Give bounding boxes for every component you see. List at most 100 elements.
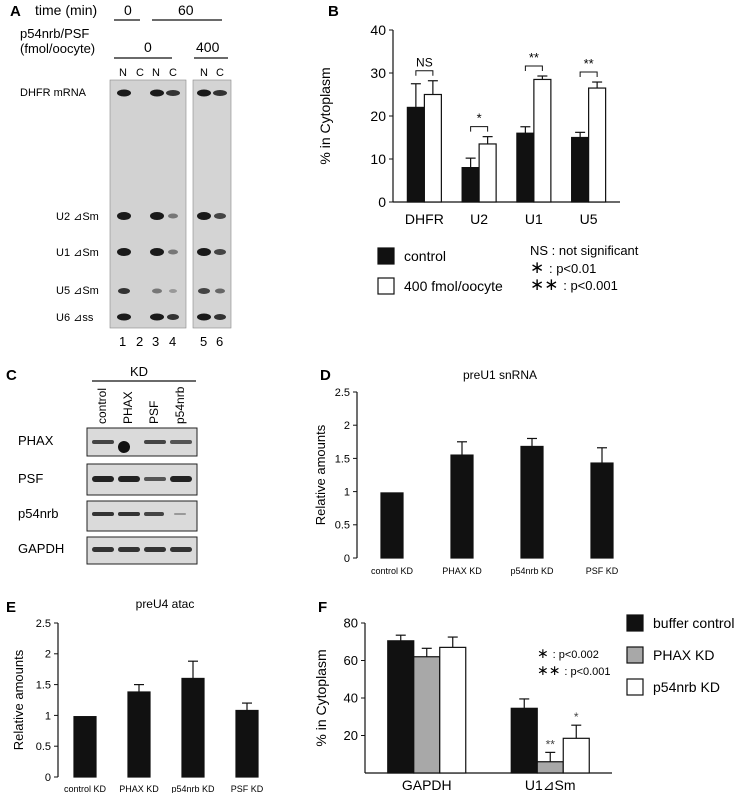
significance-bracket <box>579 71 598 78</box>
bar <box>571 136 590 203</box>
significance-mark: ** <box>546 737 556 751</box>
legend-label: buffer control <box>653 615 734 631</box>
band-u6-lane1 <box>117 313 131 321</box>
band-u1-lane1 <box>117 248 131 256</box>
bar <box>590 462 614 559</box>
x-tick-label: p54nrb KD <box>171 784 215 793</box>
band-phax-control <box>92 440 114 444</box>
band-u2-lane3 <box>150 212 164 220</box>
band-dhfr-lane6 <box>213 90 227 96</box>
y-tick-label: 20 <box>344 728 358 743</box>
band-gapdh-p54nrb <box>170 547 192 552</box>
note-text: ∗∗ : p<0.001 <box>530 275 618 294</box>
band-u5-lane3 <box>152 288 162 294</box>
chart-title: preU1 snRNA <box>463 368 537 382</box>
band-dhfr-lane1 <box>117 89 131 97</box>
legend-swatch <box>626 678 644 696</box>
bar <box>533 78 552 203</box>
band-u5-lane1 <box>118 288 130 294</box>
bar <box>478 143 497 203</box>
band-p54nrb-control <box>92 512 114 516</box>
y-tick-label: 1 <box>344 486 350 498</box>
x-tick-label: control KD <box>64 784 107 793</box>
bar <box>510 707 538 774</box>
band-u1-lane4 <box>168 249 178 255</box>
band-gapdh-psf <box>144 547 166 552</box>
panel-a: A time (min) 0 60 p54nrb/PSF (fmol/oocyt… <box>10 2 232 349</box>
significance-mark: NS <box>416 56 433 70</box>
band-phax-smudge <box>118 441 130 453</box>
lane-label-p54nrb: p54nrb <box>173 386 187 424</box>
panel-c: C KD control PHAX PSF p54nrb PHAX PSF p5… <box>6 364 198 565</box>
band-phax-psf <box>144 440 166 444</box>
y-axis-label: % in Cytoplasm <box>317 67 333 164</box>
band-u1-lane6 <box>214 249 226 255</box>
panel-b-letter: B <box>328 3 339 20</box>
blot-bands <box>92 440 192 552</box>
band-u2-lane6 <box>214 213 226 219</box>
y-axis-label: Relative amounts <box>313 424 328 525</box>
bar <box>127 691 151 778</box>
bar <box>516 132 535 203</box>
y-tick-label: 80 <box>344 616 358 631</box>
band-label-u1: U1 ⊿Sm <box>56 247 99 259</box>
bar <box>235 709 259 778</box>
time-value-0: 0 <box>124 2 132 18</box>
time-label: time (min) <box>35 2 97 18</box>
panel-c-letter: C <box>6 367 17 384</box>
note-text: ∗ : p<0.002 <box>537 645 599 661</box>
band-label-dhfr: DHFR mRNA <box>20 87 87 99</box>
band-u5-lane4 <box>169 289 177 293</box>
x-tick-label: DHFR <box>405 211 444 227</box>
x-tick-label: p54nrb KD <box>510 566 554 576</box>
x-tick-label: PSF KD <box>231 784 264 793</box>
bar <box>536 761 564 774</box>
band-u2-lane1 <box>117 212 131 220</box>
significance-mark: * <box>477 111 482 126</box>
y-tick-label: 0 <box>344 553 350 565</box>
blot-label-phax: PHAX <box>18 433 54 448</box>
bar <box>387 640 415 774</box>
band-label-u6: U6 ⊿ss <box>56 312 94 324</box>
significance-mark: ** <box>584 56 594 71</box>
bar <box>406 106 425 203</box>
blot-label-p54nrb: p54nrb <box>18 506 58 521</box>
fraction-label-6: C <box>216 67 224 79</box>
x-tick-label: PHAX KD <box>442 566 482 576</box>
x-tick-label: PSF KD <box>586 566 619 576</box>
x-tick-label: U2 <box>470 211 488 227</box>
fraction-label-1: N <box>119 67 127 79</box>
y-tick-label: 40 <box>370 22 386 38</box>
band-p54nrb-psf <box>144 512 164 516</box>
y-tick-label: 2 <box>45 649 51 661</box>
x-tick-label: GAPDH <box>402 777 452 793</box>
note-text: NS : not significant <box>530 243 639 258</box>
chart-title: preU4 atac <box>136 597 195 611</box>
band-dhfr-lane5 <box>197 89 211 97</box>
fraction-label-2: C <box>136 67 144 79</box>
note-text: ∗ : p<0.01 <box>530 258 596 277</box>
y-tick-label: 10 <box>370 151 386 167</box>
fraction-label-3: N <box>152 67 160 79</box>
significance-bracket <box>415 70 434 76</box>
y-tick-label: 1.5 <box>36 679 51 691</box>
x-tick-label: U5 <box>580 211 598 227</box>
y-tick-label: 2.5 <box>335 387 350 399</box>
y-tick-label: 60 <box>344 653 358 668</box>
band-label-u5: U5 ⊿Sm <box>56 285 99 297</box>
band-u6-lane5 <box>197 313 211 321</box>
lane-number-6: 6 <box>216 334 223 349</box>
chart-d: D 0 0.5 1 1.5 2 2.5 Relative amounts preU1 snRNA… <box>313 367 619 576</box>
bar <box>520 445 544 559</box>
y-tick-label: 1.5 <box>335 453 350 465</box>
panel-e-letter: E <box>6 599 16 616</box>
y-tick-label: 0 <box>45 772 51 784</box>
legend-swatch <box>377 247 395 265</box>
gel-left <box>109 79 187 329</box>
y-axis-label: % in Cytoplasm <box>313 649 329 746</box>
y-tick-label: 0 <box>378 194 386 210</box>
conc-value-400: 400 <box>196 39 220 55</box>
band-dhfr-lane4 <box>166 90 180 96</box>
lane-label-phax: PHAX <box>121 391 135 424</box>
